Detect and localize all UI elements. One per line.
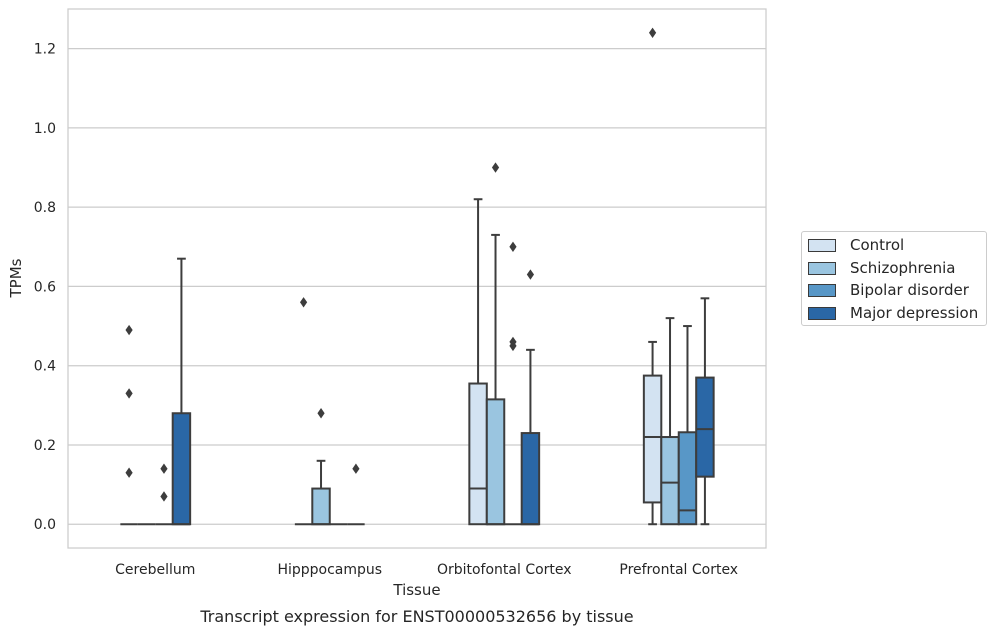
box-iqr	[468, 382, 488, 526]
box-3-1	[660, 317, 680, 526]
box-1-3	[347, 463, 365, 526]
box-2-0	[468, 198, 488, 526]
box-0-2	[155, 463, 173, 526]
legend: Control Schizophrenia Bipolar disorder M…	[801, 231, 987, 326]
y-tick-label: 0.4	[34, 359, 56, 375]
legend-label-schizophrenia: Schizophrenia	[850, 259, 956, 277]
outlier-point	[648, 27, 657, 38]
x-tick-label: Cerebellum	[115, 562, 195, 578]
legend-swatch-major-depression	[808, 306, 836, 320]
boxes	[120, 27, 715, 526]
y-tick-label: 0.0	[34, 517, 56, 533]
box-iqr	[520, 432, 541, 526]
box-2-1	[485, 162, 506, 526]
box-0-3	[171, 257, 192, 526]
box-iqr	[311, 487, 331, 526]
legend-swatch-schizophrenia	[808, 261, 836, 275]
outlier-point	[509, 340, 517, 352]
box-2-2	[504, 241, 522, 526]
x-tick-label: Hipppocampus	[277, 562, 382, 578]
outlier-point	[509, 241, 517, 252]
legend-item-control: Control	[808, 234, 904, 256]
legend-item-major-depression: Major depression	[808, 302, 978, 324]
box-3-2	[677, 325, 698, 526]
y-axis-label: TPMs	[7, 258, 25, 298]
y-tick-label: 0.8	[34, 200, 56, 216]
box-0-0	[120, 324, 138, 526]
legend-swatch-bipolar-disorder	[808, 283, 836, 297]
x-tick-label: Prefrontal Cortex	[619, 562, 738, 578]
y-tick-label: 1.0	[34, 121, 56, 137]
outlier-point	[352, 463, 360, 474]
box-iqr	[485, 398, 506, 526]
box-iqr	[695, 376, 715, 478]
outlier-point	[160, 491, 168, 502]
legend-item-schizophrenia: Schizophrenia	[808, 257, 955, 279]
outlier-point	[526, 269, 535, 280]
outlier-point	[299, 297, 308, 308]
chart-caption: Transcript expression for ENST0000053265…	[199, 607, 633, 626]
y-tick-label: 0.2	[34, 438, 56, 454]
box-1-0	[294, 297, 313, 526]
x-tick-labels: Cerebellum Hipppocampus Orbitofontal Corte…	[115, 562, 738, 578]
box-iqr	[171, 412, 192, 526]
legend-label-bipolar-disorder: Bipolar disorder	[850, 281, 969, 299]
y-tick-labels: 0.0 0.2 0.4 0.6 0.8 1.0 1.2	[34, 42, 56, 534]
legend-label-major-depression: Major depression	[850, 304, 979, 322]
box-iqr	[642, 374, 663, 504]
legend-swatch-control	[808, 238, 836, 252]
box-1-1	[311, 408, 331, 526]
outlier-point	[125, 467, 133, 478]
outlier-point	[125, 388, 133, 399]
legend-label-control: Control	[850, 236, 905, 254]
outlier-point	[491, 162, 500, 173]
plot-frame	[67, 8, 767, 549]
box-3-0	[642, 27, 663, 526]
box-iqr	[660, 436, 680, 526]
x-tick-label: Orbitofontal Cortex	[437, 562, 572, 578]
legend-item-bipolar-disorder: Bipolar disorder	[808, 279, 969, 301]
outlier-point	[160, 463, 168, 474]
outlier-point	[317, 408, 325, 419]
x-axis-label: Tissue	[392, 581, 440, 599]
box-2-3	[520, 269, 541, 526]
box-iqr	[677, 431, 698, 526]
outlier-point	[125, 324, 133, 336]
y-tick-label: 0.6	[34, 279, 56, 295]
box-3-3	[695, 297, 715, 526]
y-tick-label: 1.2	[34, 42, 56, 58]
